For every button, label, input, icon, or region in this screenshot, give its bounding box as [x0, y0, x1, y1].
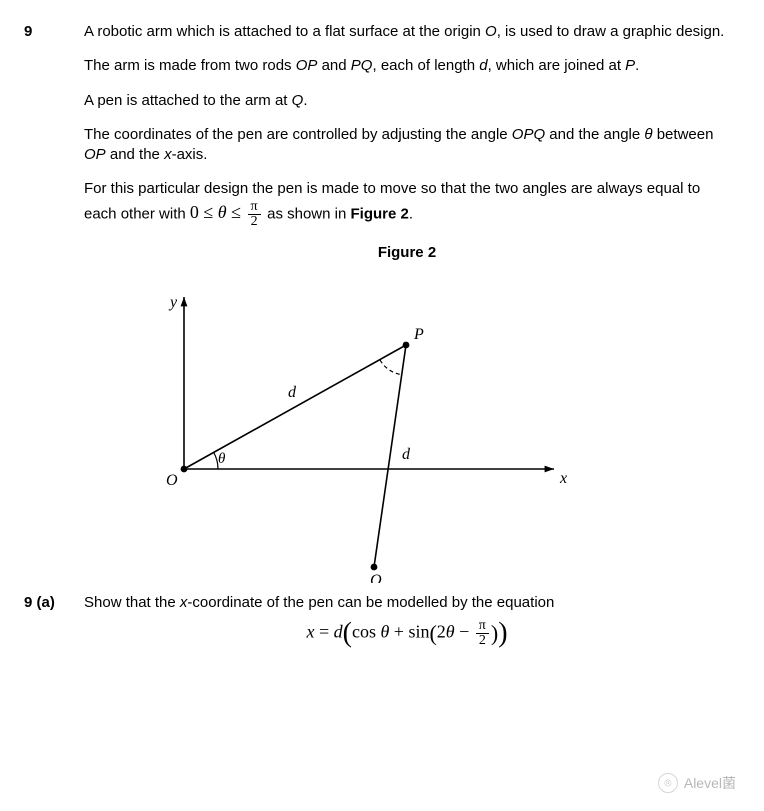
q9-row-1: 9 A robotic arm which is attached to a f… [24, 22, 730, 269]
q9-para-3-text: A pen is attached to the arm at Q. [84, 92, 307, 109]
q9-para-3: A pen is attached to the arm at Q. [84, 91, 730, 111]
svg-text:y: y [168, 294, 178, 311]
q9-para-2: The arm is made from two rods OP and PQ,… [84, 56, 730, 76]
range-0: 0 ≤ [190, 202, 218, 222]
svg-text:O: O [166, 472, 178, 489]
eq-theta2: θ [446, 622, 455, 642]
eq-cos: cos [352, 622, 376, 642]
figure-ref: Figure 2 [351, 205, 409, 222]
range-tail: as shown in [267, 205, 350, 222]
eq-frac-num: π [476, 619, 489, 634]
eq-sin: sin [408, 622, 429, 642]
svg-text:d: d [402, 446, 411, 463]
eq-two: 2 [437, 622, 446, 642]
figure-2-svg: y x O P Qd d θ [84, 283, 604, 583]
range-expression: 0 ≤ θ ≤ π2 [190, 202, 267, 222]
q9-para-1: A robotic arm which is attached to a fla… [84, 22, 730, 42]
q9-para-5: For this particular design the pen is ma… [84, 179, 730, 228]
q9-para-4-text: The coordinates of the pen are controlle… [84, 126, 713, 163]
range-period: . [409, 205, 413, 222]
range-frac-den: 2 [248, 215, 261, 229]
eq-rparen-outer: ) [498, 618, 507, 649]
range-frac: π2 [248, 200, 261, 229]
range-frac-num: π [248, 200, 261, 215]
figure-caption: Figure 2 [84, 243, 730, 263]
eq-eq: = [314, 622, 333, 642]
eq-theta1: θ [380, 622, 389, 642]
q9a-text: Show that the x-coordinate of the pen ca… [84, 593, 730, 613]
q9a-after-x: -coordinate of the pen can be modelled b… [187, 594, 554, 611]
eq-frac: π2 [476, 619, 489, 648]
page-root: 9 A robotic arm which is attached to a f… [0, 0, 764, 811]
svg-text:Q: Q [370, 572, 382, 583]
svg-text:P: P [413, 326, 424, 343]
q9-para-1-text: A robotic arm which is attached to a fla… [84, 23, 724, 40]
eq-lparen-inner: ( [429, 621, 436, 646]
eq-frac-den: 2 [476, 634, 489, 648]
q9-para-2-text: The arm is made from two rods OP and PQ,… [84, 57, 639, 74]
q9-para-4: The coordinates of the pen are controlle… [84, 125, 730, 166]
question-number: 9 [24, 22, 84, 40]
q9a-before-x: Show that the [84, 594, 180, 611]
svg-text:θ: θ [218, 451, 226, 467]
figure-2: y x O P Qd d θ [84, 283, 730, 583]
range-leq2: ≤ [227, 202, 246, 222]
svg-text:x: x [559, 470, 567, 487]
eq-plus: + [389, 622, 408, 642]
svg-text:d: d [288, 384, 297, 401]
q9a-equation: x = d(cos θ + sin(2θ − π2)) [84, 619, 730, 648]
eq-minus: − [455, 622, 474, 642]
range-theta: θ [218, 202, 227, 222]
watermark-icon: ⌾ [658, 773, 678, 793]
question-body: A robotic arm which is attached to a fla… [84, 22, 730, 269]
watermark-text: Alevel菌 [684, 773, 736, 793]
eq-lparen-outer: ( [343, 618, 352, 649]
q9a-number: 9 (a) [24, 593, 84, 611]
q9a-body: Show that the x-coordinate of the pen ca… [84, 593, 730, 648]
watermark: ⌾ Alevel菌 [658, 773, 736, 793]
eq-d: d [334, 622, 343, 642]
q9a-row: 9 (a) Show that the x-coordinate of the … [24, 593, 730, 648]
